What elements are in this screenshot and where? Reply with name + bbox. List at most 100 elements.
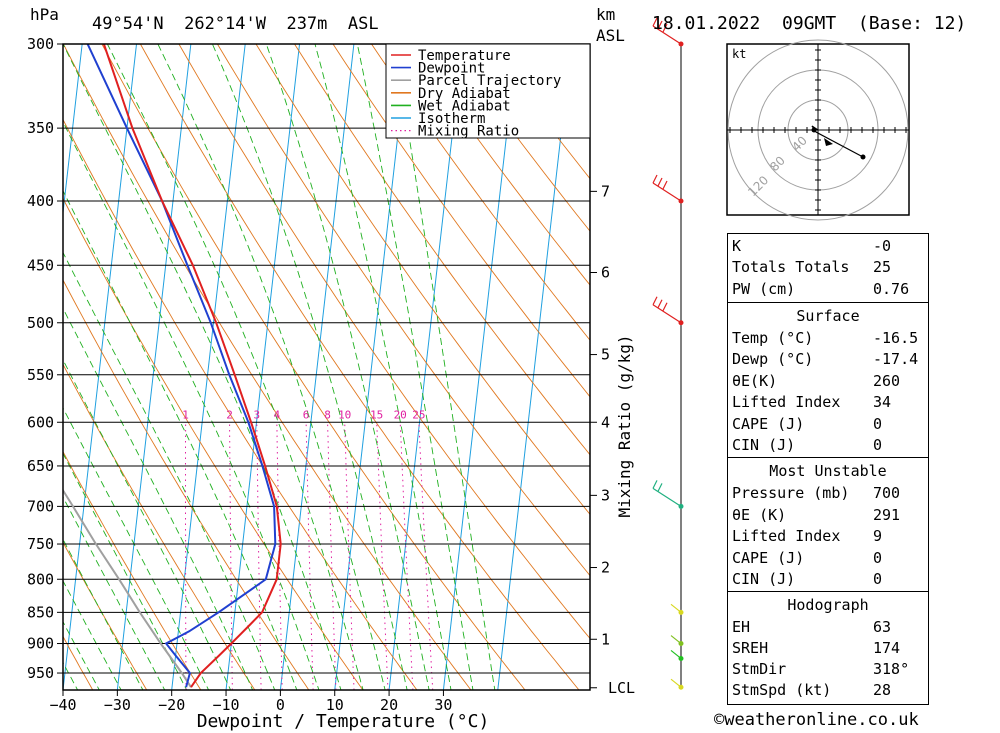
surface-value: -17.4	[873, 350, 919, 368]
surface-title: Surface	[796, 307, 860, 325]
most-unstable-row: Lifted Index 9	[732, 527, 924, 548]
wind-barb-flag	[657, 177, 663, 187]
height-tick-label: 3	[601, 486, 610, 504]
wind-dot	[678, 641, 684, 647]
isotherm-line	[388, 44, 464, 690]
temperature-tick-label: 30	[434, 696, 452, 714]
height-tick-label: LCL	[608, 679, 635, 697]
wet-adiabat-line	[265, 44, 430, 690]
indices-row-totals: Totals Totals 25	[732, 258, 924, 279]
wet-adiabat-line	[211, 44, 408, 690]
hodograph-point	[811, 127, 817, 133]
temperature-tick-label: 10	[326, 696, 344, 714]
temperature-tick-label: 0	[276, 696, 285, 714]
pressure-tick-label: 550	[27, 366, 54, 384]
pressure-tick-label: 450	[27, 256, 54, 274]
mixing-ratio-label: 6	[303, 408, 310, 421]
dry-adiabat-line	[101, 44, 526, 690]
mixing-ratio-label: 15	[370, 408, 383, 421]
most-unstable-label: Lifted Index	[732, 527, 841, 545]
temperature-tick-label: 20	[380, 696, 398, 714]
mixing-ratio-label: 20	[394, 408, 407, 421]
indices-value: 0.76	[873, 280, 910, 298]
wet-adiabat-line	[314, 44, 452, 690]
dry-adiabat-line	[63, 279, 310, 690]
most-unstable-label: Pressure (mb)	[732, 484, 850, 502]
legend-label: Wet Adiabat	[418, 98, 511, 114]
indices-value: 25	[873, 258, 892, 276]
hodograph-stats-label: StmSpd (kt)	[732, 681, 832, 699]
height-tick-label: 5	[601, 346, 610, 364]
dry-adiabat-line	[255, 44, 590, 516]
wet-adiabat-line	[63, 120, 320, 690]
surface-value: 260	[873, 372, 901, 390]
datetime-title: 18.01.2022 09GMT (Base: 12)	[652, 13, 966, 34]
wet-adiabat-line	[63, 251, 276, 690]
wet-adiabat-line	[157, 44, 386, 690]
most-unstable-label: CIN (J)	[732, 570, 796, 588]
hodograph-stats-box: Hodograph EH 63 SREH 174 StmDir 318° StmSpd…	[727, 591, 929, 705]
wet-adiabat-line	[63, 307, 254, 690]
pressure-tick-label: 800	[27, 570, 54, 588]
surface-row: CAPE (J) 0	[732, 415, 924, 436]
hodograph-stats-row: StmSpd (kt) 28	[732, 681, 924, 702]
wet-adiabat-line	[106, 44, 364, 690]
wind-dot	[678, 684, 684, 690]
surface-row: Temp (°C) -16.5	[732, 329, 924, 350]
parcel-trajectory-line	[63, 488, 192, 688]
isotherm-line	[279, 44, 355, 690]
hodograph-point	[860, 154, 866, 160]
wet-adiabat-line	[393, 44, 496, 690]
legend-label: Temperature	[418, 48, 511, 64]
legend-label: Isotherm	[418, 111, 485, 127]
wind-barb-flag	[657, 483, 663, 492]
wind-barb-flag	[652, 174, 658, 184]
surface-label: CAPE (J)	[732, 415, 805, 433]
hodograph-unit: kt	[732, 47, 746, 61]
dry-adiabat-line	[140, 44, 580, 690]
most-unstable-value: 700	[873, 484, 901, 502]
most-unstable-value: 291	[873, 506, 901, 524]
most-unstable-row: θE (K) 291	[732, 506, 924, 527]
pressure-tick-label: 950	[27, 664, 54, 682]
pressure-axis: 300 350 400 450 500 550 600 650 700 750 800 850 900 9…	[27, 35, 63, 682]
dry-adiabat-line	[178, 44, 590, 640]
pressure-tick-label: 300	[27, 35, 54, 53]
wind-barb	[652, 487, 682, 507]
surface-row: θE(K) 260	[732, 372, 924, 393]
isotherm-line	[63, 44, 138, 690]
legend-label: Parcel Trajectory	[418, 73, 561, 89]
sounding-profiles	[63, 44, 282, 688]
legend-label: Dry Adiabat	[418, 86, 511, 102]
temperature-tick-label: −30	[104, 696, 131, 714]
wind-barb	[652, 25, 682, 45]
most-unstable-row: Pressure (mb) 700	[732, 484, 924, 505]
surface-label: θE(K)	[732, 372, 778, 390]
pressure-tick-label: 350	[27, 119, 54, 137]
indices-value: -0	[873, 237, 892, 255]
surface-label: Lifted Index	[732, 393, 841, 411]
pressure-tick-label: 500	[27, 314, 54, 332]
surface-label: Dewp (°C)	[732, 350, 814, 368]
isotherm-line	[171, 44, 246, 690]
height-axis: 7 6 5 4 3 2 1 LCL	[590, 182, 635, 697]
indices-label: K	[732, 237, 742, 255]
pressure-tick-label: 850	[27, 603, 54, 621]
mixing-ratio-labels: 1 2 3 4 6 8 10 15 20 25	[182, 408, 425, 421]
pressure-tick-label: 900	[27, 635, 54, 653]
height-tick-label: 7	[601, 182, 610, 200]
wind-dot	[678, 609, 684, 615]
isotherm-line	[116, 44, 192, 690]
temperature-tick-label: −20	[158, 696, 185, 714]
legend-box	[385, 43, 591, 139]
hodograph-stats-value: 318°	[873, 660, 910, 678]
height-tick-label: 4	[601, 413, 610, 431]
wind-barb-flag	[652, 296, 658, 306]
surface-value: 0	[873, 436, 883, 454]
most-unstable-row: CIN (J) 0	[732, 570, 924, 591]
wind-barb-flag	[652, 480, 658, 489]
hodograph-stats-value: 63	[873, 618, 892, 636]
credit-link[interactable]: ©weatheronline.co.uk	[714, 710, 919, 730]
mixing-ratio-label: 1	[182, 408, 189, 421]
